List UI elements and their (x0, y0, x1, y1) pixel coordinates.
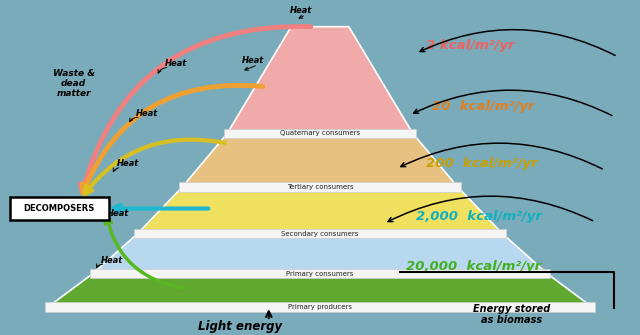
Text: Heat: Heat (101, 256, 123, 265)
Text: 2,000  kcal/m²/yr: 2,000 kcal/m²/yr (416, 210, 542, 223)
Text: DECOMPOSERS: DECOMPOSERS (24, 204, 95, 213)
Text: 20,000  kcal/m²/yr: 20,000 kcal/m²/yr (406, 260, 541, 273)
Polygon shape (138, 187, 502, 233)
Text: Primary consumers: Primary consumers (286, 271, 354, 277)
Text: Heat: Heat (242, 56, 264, 65)
Text: Quaternary consumers: Quaternary consumers (280, 130, 360, 136)
Text: Heat: Heat (165, 59, 187, 68)
Text: Heat: Heat (117, 159, 139, 168)
Polygon shape (227, 27, 413, 133)
Polygon shape (134, 229, 506, 238)
Polygon shape (48, 274, 592, 307)
Text: Light energy: Light energy (198, 321, 282, 333)
Text: Energy stored
as biomass: Energy stored as biomass (474, 304, 550, 325)
Text: Waste &
dead
matter: Waste & dead matter (52, 69, 95, 98)
Text: Heat: Heat (108, 209, 129, 218)
FancyBboxPatch shape (10, 197, 109, 220)
Text: Tertiary consumers: Tertiary consumers (287, 184, 353, 190)
Polygon shape (90, 269, 550, 278)
Text: Primary producers: Primary producers (288, 304, 352, 310)
Text: Heat: Heat (136, 109, 158, 118)
Text: 2 kcal/m²/yr: 2 kcal/m²/yr (426, 39, 514, 52)
Polygon shape (93, 233, 547, 274)
Text: Secondary consumers: Secondary consumers (282, 230, 358, 237)
Polygon shape (224, 129, 416, 138)
Polygon shape (179, 182, 461, 192)
Polygon shape (182, 133, 458, 187)
Polygon shape (45, 302, 595, 312)
Text: 20  kcal/m²/yr: 20 kcal/m²/yr (432, 100, 534, 113)
Text: 200  kcal/m²/yr: 200 kcal/m²/yr (426, 157, 537, 170)
Text: Heat: Heat (290, 5, 312, 14)
